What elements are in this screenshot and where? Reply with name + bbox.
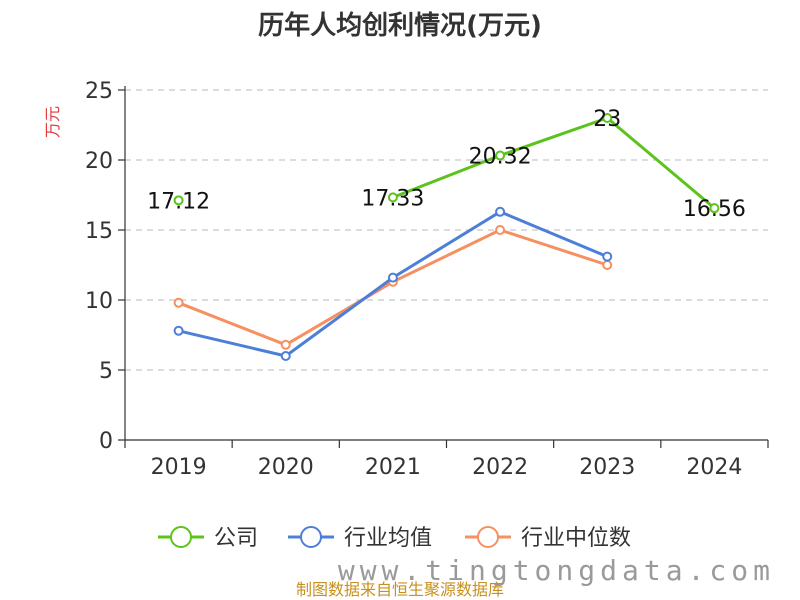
legend: 公司 行业均值 行业中位数 [158, 526, 631, 551]
y-tick-label: 25 [85, 79, 113, 104]
series-layer [173, 113, 720, 361]
data-point [387, 272, 398, 283]
data-point [280, 339, 291, 350]
x-tick-label: 2019 [151, 455, 207, 480]
legend-marker [477, 526, 499, 548]
data-label: 20.32 [469, 145, 532, 170]
data-label: 17.33 [361, 186, 424, 211]
data-point [602, 251, 613, 262]
y-tick-label: 15 [85, 219, 113, 244]
data-point [495, 206, 506, 217]
watermark: www.tingtongdata.com [338, 554, 775, 587]
data-point [709, 203, 720, 214]
data-point [495, 150, 506, 161]
grid-lines [125, 89, 768, 371]
y-tick-label: 10 [85, 289, 113, 314]
data-point [173, 325, 184, 336]
axes: 0 5 10 15 20 25 2019 2020 2021 2022 2023 2024 [85, 79, 769, 480]
series-line-0 [392, 116, 716, 210]
y-tick-label: 5 [99, 359, 113, 384]
legend-item-0[interactable]: 公司 [158, 526, 258, 551]
x-tick-label: 2020 [258, 455, 314, 480]
legend-label: 行业中位数 [521, 526, 631, 551]
data-label: 16.56 [683, 197, 746, 222]
data-source-note: 制图数据来自恒生聚源数据库 [296, 580, 504, 599]
data-label: 23 [593, 107, 621, 132]
x-tick-label: 2022 [472, 455, 528, 480]
data-point [173, 195, 184, 206]
x-tick-label: 2021 [365, 455, 421, 480]
data-point [173, 297, 184, 308]
data-point [602, 260, 613, 270]
x-tick-label: 2023 [579, 455, 635, 480]
y-tick-label: 0 [99, 429, 113, 454]
legend-item-1[interactable]: 行业均值 [288, 526, 432, 551]
data-labels: 17.12 17.33 20.32 23 16.56 [147, 107, 746, 222]
data-label: 17.12 [147, 189, 210, 214]
x-tick-label: 2024 [686, 455, 742, 480]
chart-title: 历年人均创利情况(万元) [258, 10, 542, 41]
data-point [495, 225, 506, 235]
y-tick-label: 20 [85, 149, 113, 174]
legend-marker [170, 526, 192, 548]
data-point [280, 351, 291, 361]
data-point [387, 192, 398, 203]
y-axis-unit: 万元 [43, 106, 62, 138]
series-line-2 [178, 228, 608, 347]
legend-item-2[interactable]: 行业中位数 [465, 526, 631, 551]
data-point [602, 113, 613, 123]
legend-label: 行业均值 [344, 526, 432, 551]
legend-marker [300, 526, 322, 548]
legend-label: 公司 [214, 526, 258, 551]
